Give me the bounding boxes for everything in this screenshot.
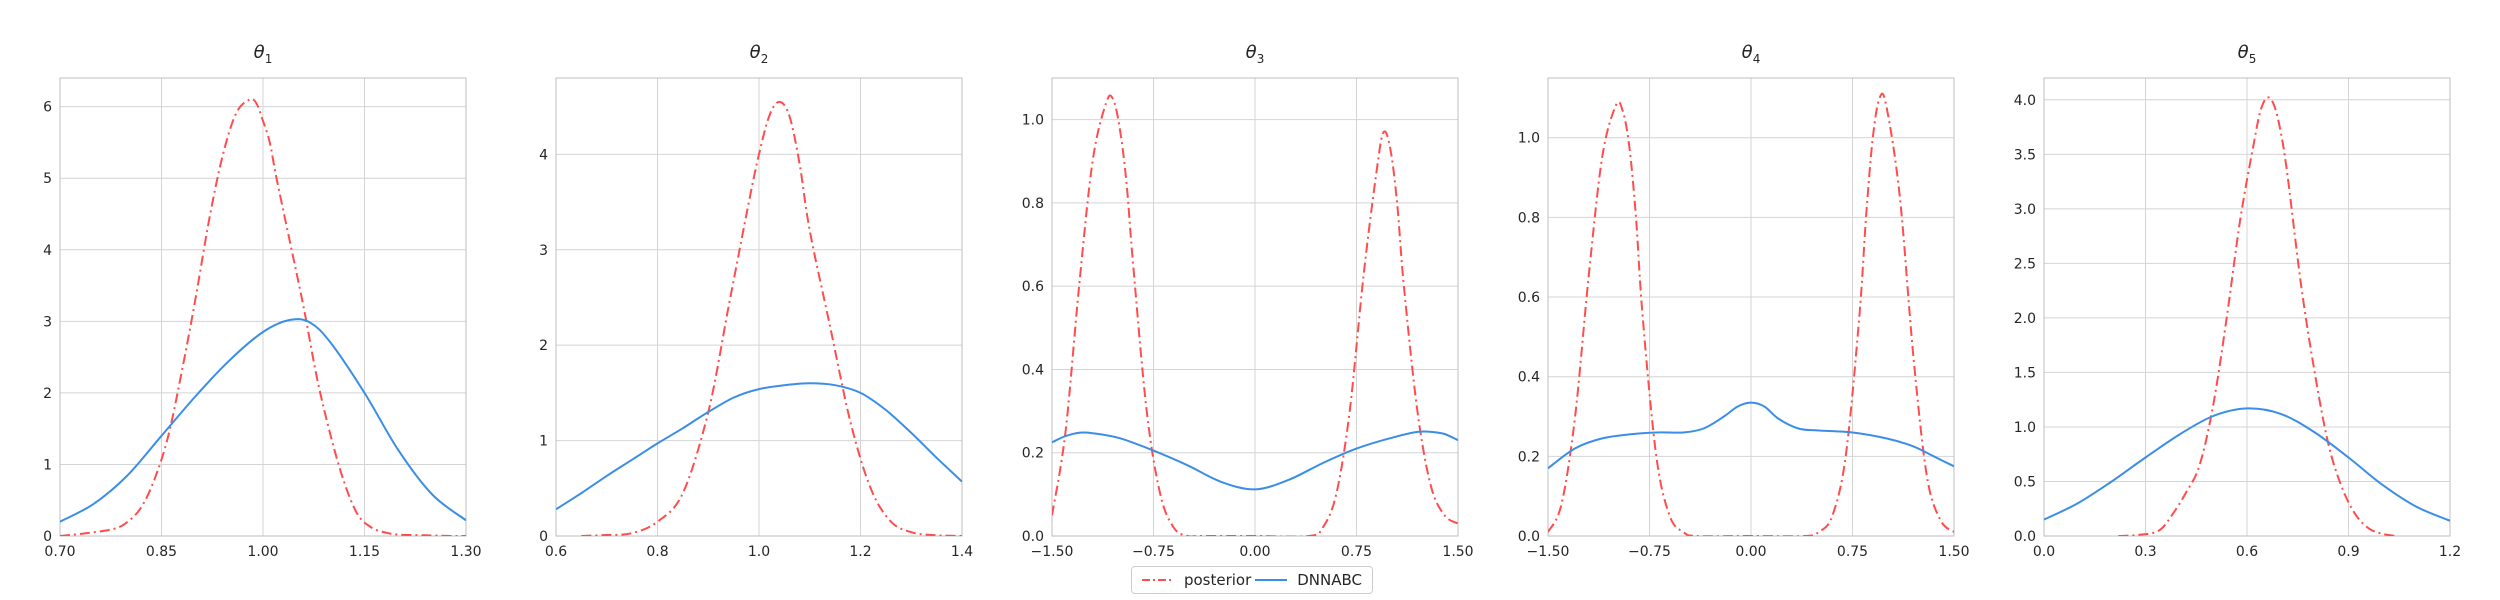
axes-frame (2043, 77, 2451, 537)
y-tick-label: 0 (43, 529, 52, 545)
series-line-dnnabc (556, 382, 962, 511)
y-tick-label: 0.4 (1518, 370, 1540, 386)
y-tick-label: 0.5 (2014, 474, 2036, 490)
y-tick-label: 1.0 (1518, 131, 1540, 147)
y-tick-label: 2 (539, 338, 548, 354)
x-tick-label: 0.75 (1341, 544, 1372, 560)
legend: posterior DNNABC (1131, 566, 1373, 594)
x-tick-label: 0.6 (545, 544, 567, 560)
y-tick-label: 5 (43, 171, 52, 187)
panel-5: 0.0 0.3 0.6 0.9 1.2 0.0 0.5 1.0 1.5 2.0 2.5 3.0 3.5 4… (2014, 42, 2461, 560)
y-tick-label: 3 (43, 314, 52, 330)
panel-1: 0.70 0.85 1.00 1.15 1.30 0 1 2 3 4 5 6 θ1 (43, 42, 482, 560)
x-tick-label: 0.6 (2236, 544, 2258, 560)
y-tick-label: 0.2 (1022, 446, 1044, 462)
y-tick-label: 1 (539, 434, 548, 450)
axes-frame (555, 77, 963, 537)
x-tick-label: 1.50 (1442, 544, 1473, 560)
panel-title: θ5 (2238, 42, 2257, 66)
y-tick-label: 0.4 (1022, 362, 1044, 378)
legend-item-dnnabc: DNNABC (1255, 571, 1362, 589)
x-tick-label: 1.00 (247, 544, 278, 560)
y-tick-label: 3.5 (2014, 147, 2036, 163)
series-line-posterior (1052, 94, 1458, 536)
x-tick-label: 0.00 (1735, 544, 1766, 560)
panel-title: θ4 (1742, 42, 1761, 66)
x-tick-label: −1.50 (1031, 544, 1074, 560)
legend-label-dnnabc: DNNABC (1297, 571, 1362, 589)
series-line-posterior (581, 100, 962, 536)
y-tick-label: 3 (539, 243, 548, 259)
y-tick-label: 1.5 (2014, 365, 2036, 381)
y-tick-label: 0.8 (1022, 196, 1044, 212)
legend-swatch-dashdot (1141, 579, 1174, 581)
panel-2: 0.6 0.8 1.0 1.2 1.4 0 1 2 3 4 θ2 (539, 42, 973, 560)
x-tick-label: 0.75 (1837, 544, 1868, 560)
legend-label-posterior: posterior (1183, 571, 1252, 589)
y-tick-label: 1.0 (1022, 113, 1044, 129)
axes-frame (59, 77, 467, 537)
panel-title: θ3 (1246, 42, 1265, 66)
y-tick-label: 4 (43, 243, 52, 259)
y-tick-label: 0.8 (1518, 210, 1540, 226)
x-tick-label: −0.75 (1628, 544, 1671, 560)
y-tick-label: 2.0 (2014, 311, 2036, 327)
x-tick-label: 1.2 (2439, 544, 2461, 560)
series-line-posterior (2118, 96, 2397, 536)
x-tick-label: 1.15 (349, 544, 380, 560)
x-tick-label: −0.75 (1132, 544, 1175, 560)
series-line-posterior (1548, 92, 1954, 536)
x-tick-label: 0.70 (44, 544, 75, 560)
y-tick-label: 2.5 (2014, 256, 2036, 272)
y-tick-label: 0.0 (2014, 529, 2036, 545)
x-tick-label: 0.9 (2337, 544, 2359, 560)
series-line-dnnabc (1548, 401, 1954, 470)
y-tick-label: 1 (43, 457, 52, 473)
x-tick-label: 0.8 (646, 544, 668, 560)
y-tick-label: 2 (43, 386, 52, 402)
y-tick-label: 0.2 (1518, 449, 1540, 465)
y-tick-label: 6 (43, 100, 52, 116)
x-tick-label: 0.00 (1239, 544, 1270, 560)
series-line-dnnabc (60, 318, 466, 523)
panel-4: −1.50 −0.75 0.00 0.75 1.50 0.0 0.2 0.4 0.6 0.8 1.0… (1518, 42, 1970, 560)
y-tick-label: 0 (539, 529, 548, 545)
x-tick-label: 1.30 (450, 544, 481, 560)
panel-title: θ2 (750, 42, 769, 66)
y-tick-label: 0.0 (1518, 529, 1540, 545)
x-tick-label: 0.3 (2134, 544, 2156, 560)
panel-title: θ1 (254, 42, 273, 66)
x-tick-label: −1.50 (1527, 544, 1570, 560)
series-line-dnnabc (1052, 430, 1458, 491)
y-tick-label: 4 (539, 147, 548, 163)
x-tick-label: 1.2 (849, 544, 871, 560)
series-line-posterior (60, 97, 466, 536)
panel-3: −1.50 −0.75 0.00 0.75 1.50 0.0 0.2 0.4 0.6 0.8 1.0… (1022, 42, 1474, 560)
legend-item-posterior: posterior (1141, 571, 1252, 589)
y-tick-label: 0.6 (1022, 279, 1044, 295)
x-tick-label: 1.0 (748, 544, 770, 560)
x-tick-label: 0.0 (2033, 544, 2055, 560)
y-tick-label: 3.0 (2014, 202, 2036, 218)
y-tick-label: 1.0 (2014, 420, 2036, 436)
y-tick-label: 0.6 (1518, 290, 1540, 306)
x-tick-label: 1.50 (1938, 544, 1969, 560)
legend-swatch-solid (1255, 579, 1288, 581)
x-tick-label: 1.4 (951, 544, 973, 560)
y-tick-label: 0.0 (1022, 529, 1044, 545)
series-line-dnnabc (2044, 407, 2450, 522)
y-tick-label: 4.0 (2014, 93, 2036, 109)
x-tick-label: 0.85 (146, 544, 177, 560)
